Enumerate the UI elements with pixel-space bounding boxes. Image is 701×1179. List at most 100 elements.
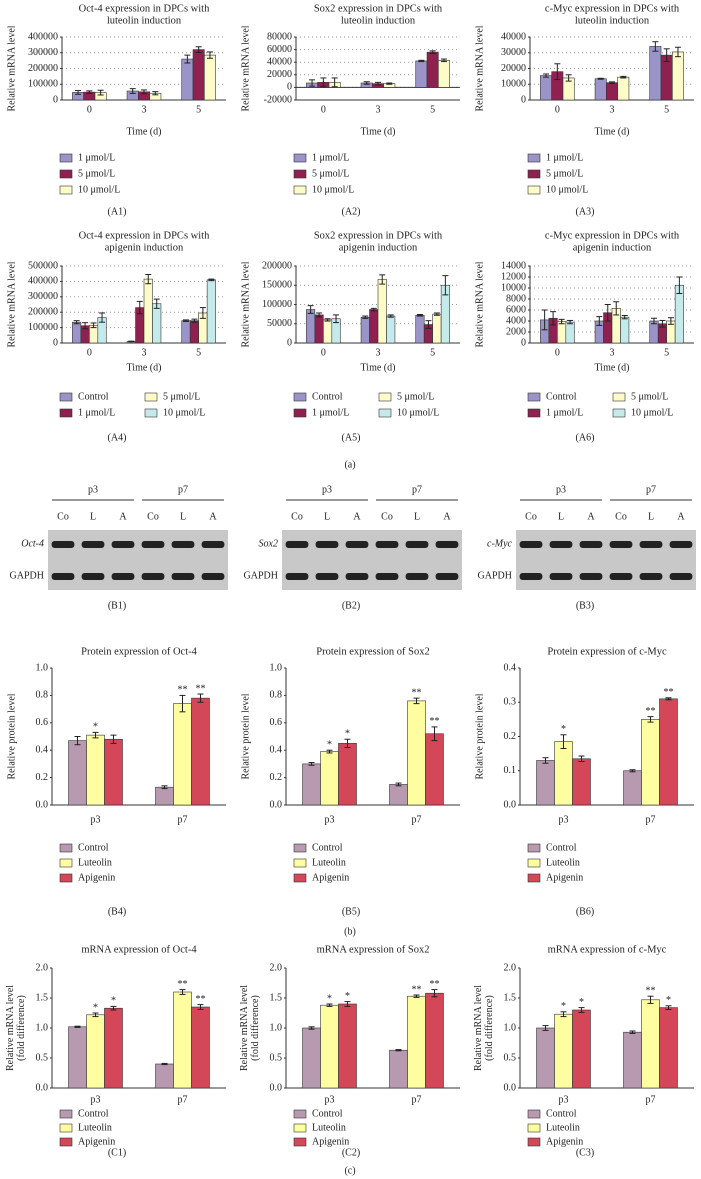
error-bar	[191, 318, 198, 323]
bar	[594, 78, 607, 101]
legend-label: 10 μmol/L	[163, 407, 205, 418]
band	[519, 541, 543, 548]
chart: Protein expression of Sox2 Relative prote…	[240, 646, 460, 917]
lane-label: A	[587, 511, 595, 522]
error-bar	[320, 77, 327, 88]
group-label: p3	[556, 484, 566, 495]
error-bar	[440, 58, 447, 63]
bar	[536, 760, 555, 806]
legend-swatch	[144, 392, 158, 402]
x-tick-label: 0	[87, 347, 92, 358]
section-label: (c)	[344, 1165, 355, 1176]
y-tick-label: 60000	[267, 44, 292, 55]
chart-title: Protein expression of Sox2	[316, 646, 429, 657]
bar	[623, 770, 642, 806]
y-tick-label: 0.0	[36, 1082, 49, 1093]
panel-label: (C2)	[342, 1147, 360, 1158]
bar	[320, 751, 339, 806]
chart: Protein expression of c-Myc Relative prot…	[474, 646, 694, 917]
error-bar	[141, 89, 147, 95]
error-bar	[179, 694, 186, 713]
chart-title: luteolin induction	[341, 15, 416, 26]
error-bar	[433, 312, 440, 316]
error-bar	[184, 54, 191, 64]
x-tick-label: 3	[376, 104, 381, 115]
y-tick-label: 500000	[28, 260, 58, 271]
x-axis-title: Time (d)	[127, 362, 162, 373]
error-bar	[370, 307, 377, 312]
bar	[306, 309, 316, 344]
error-bar	[418, 59, 425, 63]
x-axis-title: Time (d)	[361, 126, 396, 137]
lane-label: A	[443, 511, 451, 522]
bar	[554, 1013, 573, 1089]
legend-swatch	[527, 843, 541, 853]
band	[171, 573, 195, 580]
legend-swatch	[59, 858, 73, 868]
panel-label: (A6)	[576, 432, 595, 443]
bar	[620, 316, 630, 344]
error-bar	[307, 305, 314, 314]
bar	[155, 1063, 174, 1089]
legend-swatch	[59, 169, 73, 179]
y-tick-label: 1.0	[270, 1022, 283, 1033]
band	[141, 573, 165, 580]
chart-title: Protein expression of Oct-4	[81, 646, 198, 657]
y-tick-label: 0.4	[270, 744, 283, 755]
chart-title: mRNA expression of Sox2	[317, 944, 430, 955]
blot-image	[48, 530, 228, 590]
chart-title: mRNA expression of c-Myc	[548, 944, 667, 955]
significance-mark: **	[178, 979, 188, 990]
blot-panel: p3 p7 Co L A Co L Ac-Myc GAPDH (B3)	[478, 484, 696, 611]
bar	[572, 758, 591, 806]
y-axis-title: Relative mRNA level	[5, 985, 16, 1071]
bar	[659, 1007, 678, 1089]
error-bar	[379, 274, 386, 285]
lane-label: L	[414, 511, 420, 522]
x-tick-label: 0	[555, 347, 560, 358]
error-bar	[676, 276, 683, 294]
bar	[204, 54, 216, 101]
y-tick-label: 0.5	[504, 1052, 517, 1063]
error-bar	[333, 314, 340, 324]
y-tick-label: 1.5	[504, 992, 517, 1003]
y-tick-label: 6000	[506, 304, 526, 315]
significance-mark: *	[345, 991, 350, 1002]
bar	[323, 319, 333, 344]
band	[111, 573, 135, 580]
bar	[415, 60, 428, 88]
lane-label: Co	[381, 511, 393, 522]
y-axis-title: Relative protein level	[6, 693, 17, 779]
error-bar	[92, 731, 99, 739]
significance-mark: *	[327, 993, 332, 1004]
error-bar	[596, 316, 603, 326]
x-tick-label: p7	[412, 814, 422, 825]
significance-mark: *	[111, 996, 116, 1007]
bar	[155, 786, 174, 806]
error-bar	[199, 307, 206, 319]
legend-label: Luteolin	[546, 857, 580, 868]
band	[375, 573, 399, 580]
legend-swatch	[59, 873, 73, 883]
legend-swatch	[59, 185, 73, 195]
y-axis-title: Relative protein level	[474, 693, 485, 779]
y-tick-label: 0	[53, 94, 58, 105]
panel-label: (C3)	[576, 1147, 594, 1158]
bar	[173, 703, 192, 806]
legend-swatch	[59, 408, 73, 418]
legend-swatch	[59, 1109, 73, 1119]
error-bar	[667, 317, 674, 325]
band	[579, 541, 603, 548]
x-tick-label: 5	[664, 347, 669, 358]
bar	[360, 316, 370, 344]
row-label: GAPDH	[10, 570, 44, 581]
chart-title: Protein expression of c-Myc	[547, 646, 667, 657]
error-bar	[613, 301, 620, 316]
error-bar	[363, 81, 370, 85]
error-bar	[197, 1004, 204, 1010]
row-label: Sox2	[259, 538, 278, 549]
bar	[86, 734, 105, 806]
bar	[181, 58, 194, 101]
error-bar	[92, 1012, 99, 1018]
